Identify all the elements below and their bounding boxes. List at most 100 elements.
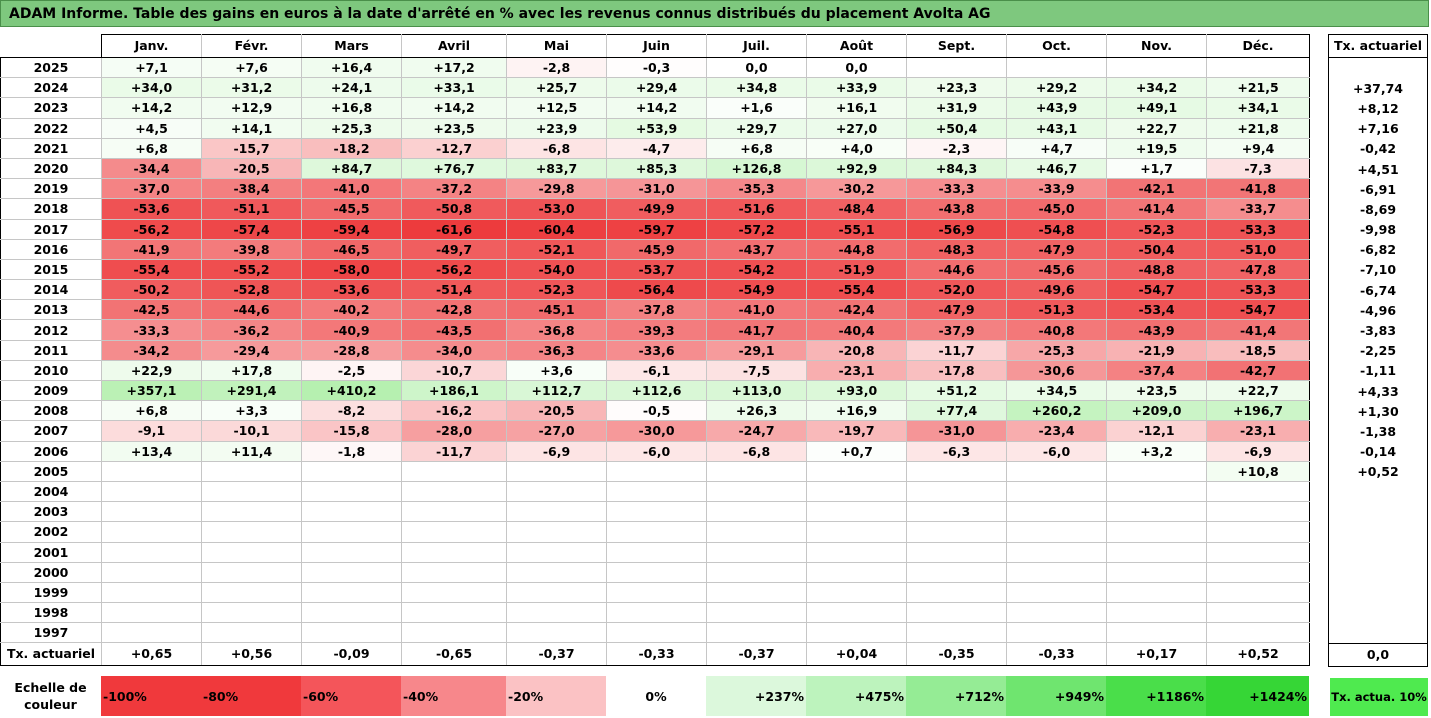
gain-cell: [301, 501, 402, 523]
gain-cell: [706, 602, 807, 624]
actuarial-rate-value: -9,98: [1328, 219, 1428, 240]
gain-cell: -2,8: [506, 56, 607, 79]
gain-cell: -23,1: [1206, 420, 1310, 442]
gain-cell: +50,4: [906, 117, 1007, 139]
gain-cell: [506, 561, 607, 583]
actuarial-rate-value: -1,11: [1328, 360, 1428, 381]
actuarial-rate-header: Tx. actuariel: [1328, 34, 1428, 58]
actuarial-rate-table: Tx. actuariel +37,74 +8,12 +7,16 -0,42 +4,51…: [1328, 34, 1428, 668]
gain-cell: [301, 561, 402, 583]
gain-cell: -2,3: [906, 137, 1007, 159]
gain-cell: -37,2: [401, 178, 507, 200]
gain-cell: -52,3: [506, 279, 607, 301]
actuarial-rate-value: +7,16: [1328, 118, 1428, 139]
actuarial-side-row: +8,12: [1328, 98, 1428, 119]
gain-cell: +196,7: [1206, 400, 1310, 422]
actuarial-side-row: -0,42: [1328, 138, 1428, 159]
gain-cell: -60,4: [506, 218, 607, 240]
gain-cell: +12,9: [201, 97, 302, 119]
gain-cell: -45,0: [1006, 198, 1107, 220]
actuarial-rate-value: -7,10: [1328, 259, 1428, 281]
actuarial-month-value: -0,33: [1006, 642, 1107, 667]
gain-cell: -45,9: [606, 238, 707, 260]
year-label: 2012: [0, 319, 102, 341]
gain-cell: -53,7: [606, 258, 707, 281]
gain-cell: -15,7: [201, 137, 302, 159]
gain-cell: [506, 541, 607, 563]
gain-cell: +6,8: [101, 400, 202, 422]
gain-cell: -56,4: [606, 279, 707, 301]
year-label: 2003: [0, 501, 102, 523]
gain-cell: -44,8: [806, 238, 907, 260]
gain-cell: [606, 622, 707, 644]
gain-cell: -8,2: [301, 400, 402, 422]
gain-cell: -35,3: [706, 178, 807, 200]
table-row: 2008 +6,8 +3,3 -8,2 -16,2 -20,5 -0,5 +26,3 +16,9…: [0, 400, 1310, 422]
actuarial-rate-value: -2,25: [1328, 340, 1428, 361]
gain-cell: -56,9: [906, 218, 1007, 240]
gain-cell: -40,4: [806, 319, 907, 341]
gain-cell: -33,3: [101, 319, 202, 341]
actuarial-side-row: -1,38: [1328, 421, 1428, 442]
header-corner: [1, 35, 102, 58]
gain-cell: -40,9: [301, 319, 402, 341]
table-row: 2022 +4,5 +14,1 +25,3 +23,5 +23,9 +53,9 +29,7 +2…: [0, 117, 1310, 139]
table-row: 2009 +357,1 +291,4 +410,2 +186,1 +112,7 +112,6…: [0, 379, 1310, 402]
table-row: 2007 -9,1 -10,1 -15,8 -28,0 -27,0 -30,0 -24,7 -1…: [0, 420, 1310, 442]
table-row: 2024 +34,0 +31,2 +24,1 +33,1 +25,7 +29,4 +34,8 +…: [0, 77, 1310, 99]
actuarial-side-row: -6,82: [1328, 239, 1428, 260]
gain-cell: +113,0: [706, 379, 807, 402]
gain-cell: [201, 501, 302, 523]
gain-cell: [1006, 480, 1107, 503]
actuarial-rate-value: -1,38: [1328, 421, 1428, 442]
actuarial-rate-value: +1,30: [1328, 401, 1428, 422]
month-header: Mai: [506, 34, 607, 58]
gain-cell: -49,6: [1006, 279, 1107, 301]
color-scale-swatch: -80%: [201, 676, 301, 716]
year-label: 2015: [0, 258, 102, 281]
gain-cell: -45,5: [301, 198, 402, 220]
gain-cell: +49,1: [1106, 97, 1207, 119]
gain-cell: [706, 521, 807, 543]
gain-cell: +17,8: [201, 359, 302, 382]
gain-cell: [401, 622, 507, 644]
gain-cell: -42,5: [101, 299, 202, 321]
gain-cell: -38,4: [201, 178, 302, 200]
color-scale-swatch: -20%: [506, 676, 606, 716]
gain-cell: -41,4: [1106, 198, 1207, 220]
gain-cell: [606, 521, 707, 543]
actuarial-rate-value: +4,51: [1328, 158, 1428, 180]
gain-cell: -43,9: [1106, 319, 1207, 341]
gain-cell: -31,0: [606, 178, 707, 200]
gain-cell: -6,9: [506, 440, 607, 462]
table-row: 2003: [0, 501, 1310, 523]
gain-cell: [1006, 521, 1107, 543]
gain-cell: [506, 581, 607, 604]
gain-cell: [906, 561, 1007, 583]
year-label: 2017: [0, 218, 102, 240]
year-label: 2000: [0, 561, 102, 583]
year-label: 2009: [0, 379, 102, 402]
gain-cell: +43,1: [1006, 117, 1107, 139]
gain-cell: [906, 581, 1007, 604]
gain-cell: -47,9: [1006, 238, 1107, 260]
table-row: 2025 +7,1 +7,6 +16,4 +17,2 -2,8 -0,3 0,0 0,0: [0, 56, 1310, 79]
gain-cell: -6,9: [1206, 440, 1310, 462]
gain-cell: +112,6: [606, 379, 707, 402]
year-label: 2024: [0, 77, 102, 99]
year-label: 2002: [0, 521, 102, 543]
gain-cell: -42,1: [1106, 178, 1207, 200]
gain-cell: -51,4: [401, 279, 507, 301]
gain-cell: -12,7: [401, 137, 507, 159]
gain-cell: [401, 501, 507, 523]
gain-cell: -20,5: [506, 400, 607, 422]
actuarial-side-row: [1328, 542, 1428, 563]
actuarial-rate-value: +37,74: [1328, 78, 1428, 99]
actuarial-side-row: -4,96: [1328, 300, 1428, 321]
gain-cell: -45,6: [1006, 258, 1107, 281]
gain-cell: [1206, 602, 1310, 624]
actuarial-rate-value: [1328, 502, 1428, 523]
table-row: 2015 -55,4 -55,2 -58,0 -56,2 -54,0 -53,7 -54,2-…: [0, 258, 1310, 281]
gain-cell: +84,7: [301, 157, 402, 180]
gain-cell: [1106, 581, 1207, 604]
